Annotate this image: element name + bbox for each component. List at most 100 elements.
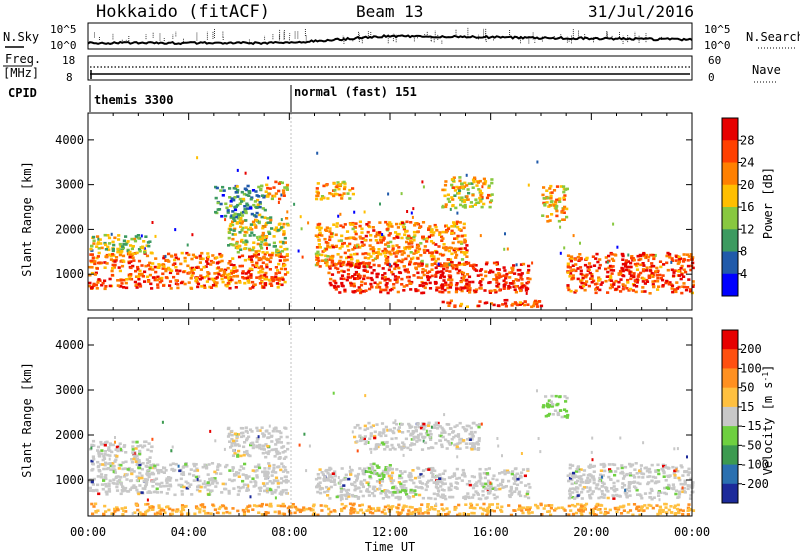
heatmap-cell (137, 278, 140, 281)
heatmap-cell (516, 473, 519, 476)
heatmap-cell (112, 248, 115, 251)
heatmap-cell (664, 466, 667, 469)
heatmap-cell (469, 433, 472, 436)
heatmap-cell (132, 458, 135, 461)
heatmap-cell (635, 291, 638, 294)
heatmap-cell (218, 464, 221, 467)
y-tick-label: 1000 (55, 267, 84, 281)
heatmap-cell (562, 185, 565, 188)
heatmap-cell (408, 280, 411, 283)
heatmap-cell (612, 283, 615, 286)
heatmap-cell (276, 278, 279, 281)
heatmap-cell (333, 483, 336, 486)
heatmap-cell (440, 503, 443, 506)
heatmap-cell (398, 477, 401, 480)
heatmap-cell (389, 232, 392, 235)
heatmap-cell (165, 268, 168, 271)
heatmap-speck (536, 389, 538, 392)
heatmap-cell (354, 487, 357, 490)
heatmap-cell (150, 252, 153, 255)
heatmap-cell (124, 461, 127, 464)
heatmap-cell (681, 513, 684, 516)
heatmap-cell (473, 476, 476, 479)
heatmap-cell (349, 512, 352, 515)
heatmap-cell (334, 267, 337, 270)
heatmap-cell (93, 240, 96, 243)
heatmap-speck (539, 450, 541, 453)
heatmap-cell (368, 438, 371, 441)
heatmap-cell (105, 493, 108, 496)
heatmap-cell (259, 270, 262, 273)
heatmap-cell (591, 281, 594, 284)
colorbar-swatch (722, 118, 738, 141)
heatmap-cell (91, 468, 94, 471)
heatmap-cell (137, 467, 140, 470)
heatmap-cell (192, 254, 195, 257)
heatmap-speck (387, 193, 389, 196)
heatmap-cell (621, 472, 624, 475)
heatmap-cell (103, 505, 106, 508)
heatmap-cell (233, 275, 236, 278)
heatmap-cell (193, 268, 196, 271)
heatmap-cell (268, 232, 271, 235)
heatmap-cell (337, 271, 340, 274)
heatmap-cell (149, 491, 152, 494)
heatmap-cell (390, 225, 393, 228)
heatmap-cell (198, 480, 201, 483)
heatmap-cell (393, 268, 396, 271)
heatmap-cell (456, 282, 459, 285)
heatmap-cell (188, 473, 191, 476)
heatmap-cell (626, 496, 629, 499)
heatmap-cell (487, 492, 490, 495)
heatmap-cell (227, 282, 230, 285)
heatmap-cell (166, 482, 169, 485)
heatmap-cell (97, 255, 100, 258)
heatmap-cell (580, 491, 583, 494)
heatmap-cell (198, 490, 201, 493)
heatmap-cell (496, 268, 499, 271)
heatmap-speck (607, 261, 609, 264)
heatmap-cell (355, 495, 358, 498)
heatmap-cell (129, 267, 132, 270)
heatmap-cell (332, 223, 335, 226)
heatmap-cell (108, 253, 111, 256)
heatmap-cell (246, 477, 249, 480)
heatmap-cell (395, 244, 398, 247)
heatmap-cell (369, 248, 372, 251)
heatmap-cell (122, 279, 125, 282)
power-y-axis-label: Slant Range [km] (20, 161, 34, 277)
heatmap-cell (193, 470, 196, 473)
heatmap-speck (421, 180, 423, 183)
heatmap-speck (673, 447, 675, 450)
heatmap-cell (262, 286, 265, 289)
heatmap-cell (551, 403, 554, 406)
heatmap-cell (409, 282, 412, 285)
heatmap-cell (687, 488, 690, 491)
heatmap-cell (464, 240, 467, 243)
freq-tick-top-left: 18 (62, 54, 75, 67)
heatmap-cell (455, 254, 458, 257)
heatmap-cell (350, 284, 353, 287)
heatmap-cell (607, 255, 610, 258)
heatmap-cell (233, 452, 236, 455)
heatmap-cell (656, 277, 659, 280)
heatmap-cell (633, 468, 636, 471)
heatmap-speck (627, 254, 629, 257)
heatmap-cell (402, 226, 405, 229)
heatmap-cell (580, 282, 583, 285)
heatmap-speck (573, 234, 575, 237)
heatmap-cell (507, 480, 510, 483)
heatmap-cell (480, 284, 483, 287)
heatmap-cell (250, 430, 253, 433)
heatmap-speck (120, 260, 122, 263)
heatmap-cell (261, 471, 264, 474)
heatmap-cell (612, 269, 615, 272)
velocity-heatmap (88, 389, 695, 516)
heatmap-cell (628, 490, 631, 493)
heatmap-cell (383, 448, 386, 451)
heatmap-cell (515, 291, 518, 294)
heatmap-cell (96, 484, 99, 487)
heatmap-cell (124, 451, 127, 454)
heatmap-cell (520, 278, 523, 281)
heatmap-cell (276, 451, 279, 454)
